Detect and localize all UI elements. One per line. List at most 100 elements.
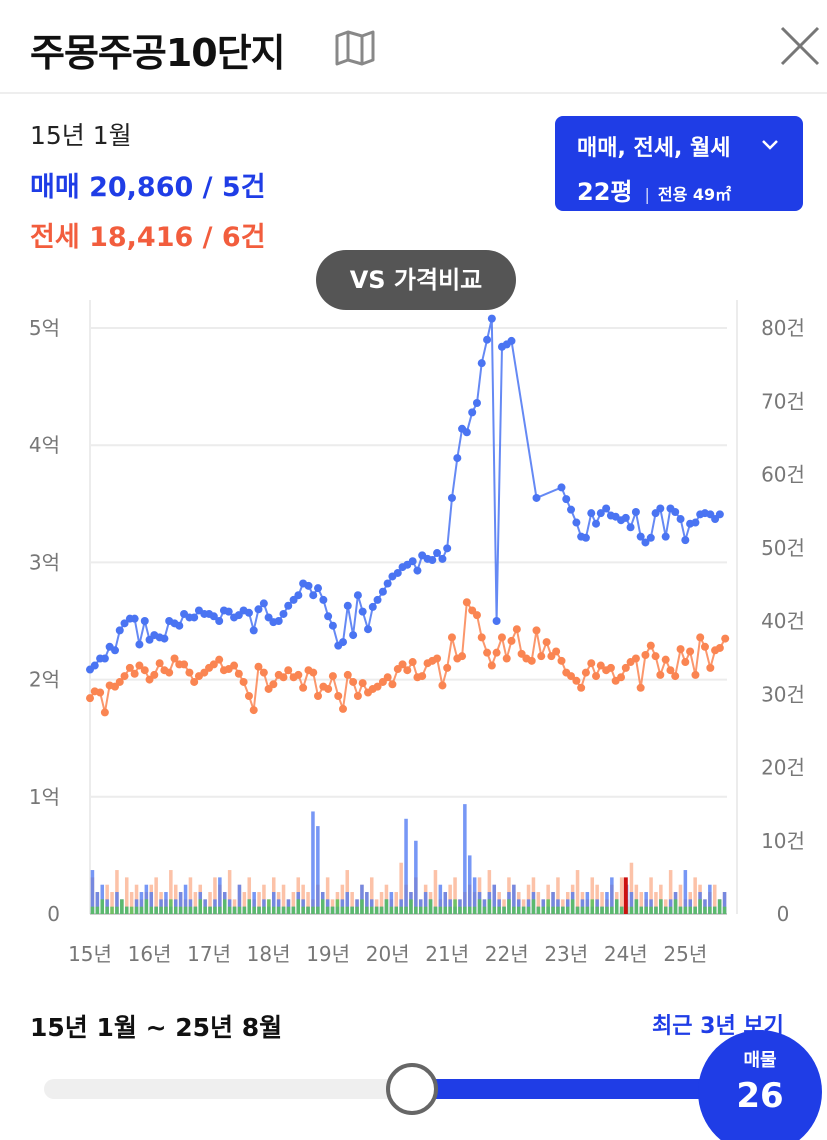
- monthly-volume-bar: [575, 906, 580, 914]
- jeonse-volume-bar: [242, 892, 247, 914]
- monthly-volume-bar: [565, 906, 570, 914]
- y2-tick-label: 20건: [761, 756, 805, 780]
- jeonse-point: [349, 677, 358, 686]
- sale-point: [438, 554, 447, 563]
- sale-volume-bar: [610, 877, 614, 914]
- jeonse-point: [120, 672, 129, 681]
- y2-tick-label: 30건: [761, 682, 805, 706]
- jeonse-volume-bar: [649, 877, 653, 914]
- monthly-volume-bar: [482, 906, 487, 914]
- monthly-volume-bar: [365, 906, 369, 914]
- sale-volume-bar: [585, 892, 590, 914]
- sale-point: [621, 513, 630, 522]
- jeonse-point: [299, 683, 308, 692]
- sale-point: [190, 613, 199, 622]
- monthly-volume-bar: [551, 906, 555, 914]
- sale-volume-bar: [178, 892, 183, 914]
- sale-point: [661, 532, 670, 541]
- monthly-volume-bar: [688, 906, 693, 914]
- trade-type-filter-button[interactable]: 매매, 전세, 월세 22평 | 전용 49㎡: [555, 116, 803, 211]
- jeonse-point: [244, 692, 253, 701]
- sale-point: [368, 602, 377, 611]
- monthly-volume-bar: [389, 906, 394, 914]
- jeonse-volume-bar: [281, 884, 286, 914]
- jeonse-point: [477, 633, 486, 642]
- sale-volume-bar: [164, 892, 168, 914]
- jeonse-volume-bar: [668, 870, 673, 914]
- monthly-volume-bar: [129, 906, 134, 914]
- jeonse-point: [606, 663, 615, 672]
- monthly-volume-bar: [232, 906, 237, 914]
- monthly-volume-bar: [134, 906, 139, 914]
- jeonse-point: [403, 666, 412, 675]
- monthly-volume-bar: [619, 906, 624, 914]
- monthly-volume-bar: [673, 899, 678, 914]
- monthly-volume-bar: [355, 906, 359, 914]
- sale-point: [244, 608, 253, 617]
- monthly-volume-bar: [340, 906, 345, 914]
- monthly-volume-bar: [95, 906, 100, 914]
- sale-point: [249, 626, 258, 635]
- jeonse-point: [373, 682, 382, 691]
- close-icon[interactable]: [776, 22, 824, 70]
- sale-point: [646, 533, 655, 542]
- jeonse-point: [537, 652, 546, 661]
- monthly-volume-bar: [521, 906, 526, 914]
- monthly-volume-bar: [271, 906, 276, 914]
- jeonse-point: [358, 679, 367, 688]
- jeonse-point: [715, 643, 724, 652]
- monthly-volume-bar: [247, 899, 252, 914]
- jeonse-point: [447, 633, 456, 642]
- date-range-slider-handle[interactable]: [386, 1063, 438, 1115]
- monthly-volume-bar: [173, 906, 178, 914]
- jeonse-point: [651, 652, 660, 661]
- monthly-volume-bar: [526, 906, 531, 914]
- y2-tick-label: 40건: [761, 609, 805, 633]
- jeonse-point: [691, 670, 700, 679]
- y-tick-label: 4억: [29, 433, 60, 457]
- jeonse-point: [215, 655, 224, 664]
- monthly-volume-bar: [198, 899, 203, 914]
- monthly-volume-bar: [169, 899, 173, 914]
- jeonse-point: [592, 672, 601, 681]
- jeonse-volume-bar: [110, 892, 114, 914]
- sale-volume-bar: [708, 884, 712, 914]
- sale-point: [319, 595, 328, 604]
- jeonse-point: [230, 661, 239, 670]
- monthly-volume-bar: [267, 899, 271, 914]
- date-range-slider-fill: [412, 1079, 742, 1099]
- y2-tick-label: 50건: [761, 536, 805, 560]
- x-tick-label: 16년: [128, 942, 172, 966]
- sale-point: [284, 601, 293, 610]
- jeonse-point: [512, 625, 521, 634]
- monthly-volume-bar: [291, 906, 296, 914]
- x-tick-label: 22년: [485, 942, 529, 966]
- jeonse-point: [334, 692, 343, 701]
- jeonse-point: [596, 661, 605, 670]
- monthly-volume-bar: [443, 906, 448, 914]
- sale-point: [477, 359, 486, 368]
- sale-volume-bar: [423, 892, 428, 914]
- monthly-volume-bar: [320, 899, 325, 914]
- sale-volume-bar: [644, 892, 648, 914]
- map-icon[interactable]: [334, 30, 376, 66]
- sale-point: [691, 518, 700, 527]
- sale-point: [507, 336, 516, 345]
- y2-tick-label: 60건: [761, 463, 805, 487]
- monthly-volume-bar: [492, 906, 497, 914]
- monthly-volume-bar: [306, 906, 310, 914]
- jeonse-point: [170, 654, 179, 663]
- listing-count-button[interactable]: 매물 26: [698, 1030, 822, 1140]
- sale-point: [378, 587, 387, 596]
- monthly-volume-bar: [668, 906, 673, 914]
- jeonse-point: [621, 663, 630, 672]
- sale-point: [254, 605, 263, 614]
- sale-point: [115, 626, 124, 635]
- monthly-volume-bar: [154, 906, 158, 914]
- sale-volume-bar: [183, 884, 188, 914]
- jeonse-point: [398, 660, 407, 669]
- monthly-volume-bar: [394, 906, 399, 914]
- jeonse-point: [324, 684, 333, 693]
- vs-compare-button[interactable]: VS 가격비교: [316, 250, 516, 310]
- jeonse-point: [502, 654, 511, 663]
